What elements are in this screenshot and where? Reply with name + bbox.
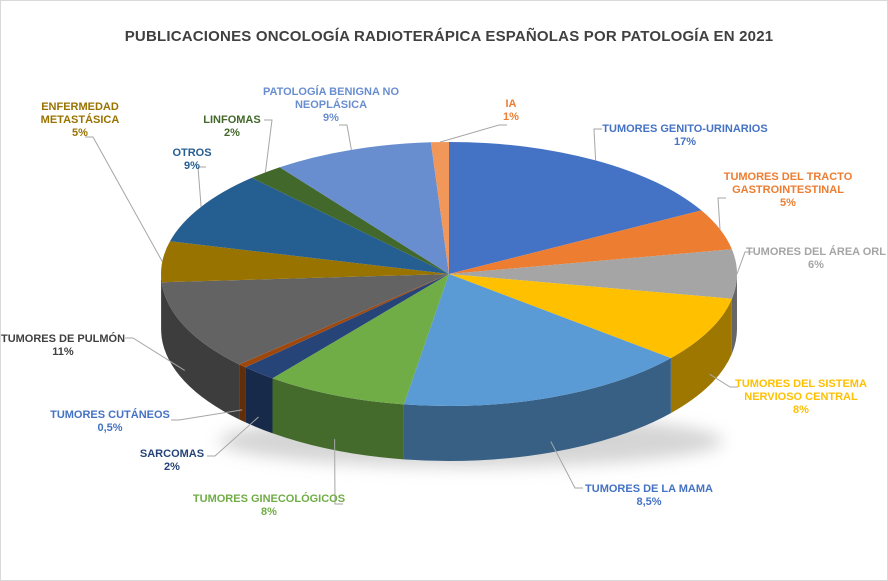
pie-slice-wall-snc (670, 298, 732, 414)
pie-slice-wall-metastasica (161, 274, 162, 338)
leader-line-pulmon (125, 337, 185, 371)
pie-slice-wall-sarcomas (245, 367, 273, 434)
slice-label-genito-urinarios: TUMORES GENITO-URINARIOS 17% (602, 123, 768, 148)
pie-slice-wall-pulmon (161, 282, 240, 420)
pie-slice-metastasica (161, 241, 449, 283)
slice-label-otros: OTROS 9% (172, 147, 212, 172)
chart-title: PUBLICACIONES ONCOLOGÍA RADIOTERÁPICA ES… (124, 28, 774, 45)
leader-line-tracto-gastrointestinal (717, 197, 726, 230)
slice-label-mama: TUMORES DE LA MAMA 8,5% (585, 483, 713, 508)
pie-slice-wall-mama (403, 358, 671, 462)
slice-label-metastasica: ENFERMEDAD METASTÁSICA 5% (40, 101, 120, 139)
slice-label-ia: IA 1% (503, 98, 519, 123)
slice-label-snc: TUMORES DEL SISTEMA NERVIOSO CENTRAL 8% (735, 378, 867, 416)
pie-slice-area-orl (449, 249, 737, 299)
leader-line-mama (550, 441, 583, 489)
leader-line-metastasica (85, 136, 163, 262)
pie-slice-tracto-gastrointestinal (449, 210, 732, 274)
pie-slice-wall-area-orl (731, 274, 737, 354)
leader-line-area-orl (736, 251, 753, 275)
leader-line-genito-urinarios (593, 128, 602, 161)
leader-line-benigna (339, 124, 352, 150)
leader-line-cutaneos (171, 409, 243, 421)
pie-slice-otros (170, 177, 449, 274)
leader-line-linfomas (264, 119, 273, 173)
slice-label-area-orl: TUMORES DEL ÁREA ORL 6% (746, 246, 886, 271)
pie-slice-benigna (279, 142, 449, 274)
slice-label-cutaneos: TUMORES CUTÁNEOS 0,5% (50, 409, 170, 434)
leader-line-ia (439, 124, 507, 143)
slice-label-benigna: PATOLOGÍA BENIGNA NO NEOPLÁSICA 9% (262, 86, 400, 124)
pie-slice-snc (449, 274, 732, 359)
pie-slice-cutaneos (239, 274, 449, 368)
leader-line-otros (197, 166, 206, 207)
pie-slice-ia (430, 142, 449, 274)
pie-slice-sarcomas (245, 274, 449, 379)
leader-line-sarcomas (207, 416, 259, 457)
slice-label-tracto-gastrointestinal: TUMORES DEL TRACTO GASTROINTESTINAL 5% (723, 171, 853, 209)
leader-line-snc (709, 373, 738, 388)
pie-slice-linfomas (251, 167, 449, 274)
slice-label-linfomas: LINFOMAS 2% (203, 114, 261, 139)
pie-slice-mama (403, 274, 671, 407)
leader-line-ginecologicos (334, 439, 343, 505)
pie-slice-ginecologicos (272, 274, 449, 405)
pie-slice-wall-cutaneos (239, 364, 246, 423)
pie-slice-genito-urinarios (449, 142, 702, 274)
slice-label-pulmon: TUMORES DE PULMÓN 11% (0, 333, 126, 358)
slice-label-sarcomas: SARCOMAS 2% (139, 448, 205, 473)
pie-slice-wall-ginecologicos (272, 378, 404, 460)
slice-label-ginecologicos: TUMORES GINECOLÓGICOS 8% (192, 493, 346, 518)
pie-slice-pulmon (161, 274, 449, 365)
